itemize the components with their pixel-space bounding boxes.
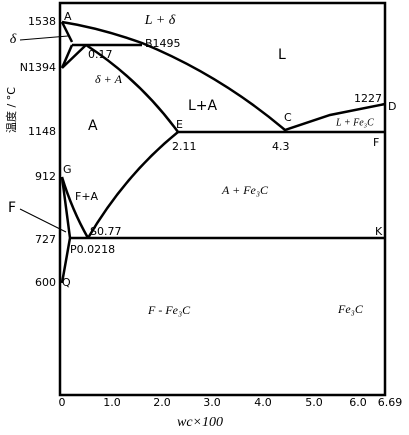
labels: A L + δ δ B1495 0.17 δ + A L L+A A E C 1… [8,10,397,317]
region-label: δ + A [95,72,123,86]
region-label: F [8,200,16,216]
point-label: B1495 [145,37,181,50]
region-label: L + Fe₃C [335,117,374,128]
y-label: 温度 / °C [4,87,18,133]
x-tick: 1.0 [103,396,121,409]
pointer [19,35,69,233]
region-label: A [88,118,98,134]
x-tick: 3.0 [203,396,221,409]
y-ticks: 1538 N1394 1148 912 727 600 [20,15,56,289]
y-tick: N1394 [20,61,56,74]
x-ticks: 0 1.0 2.0 3.0 4.0 5.0 6.0 6.69 [59,396,403,409]
point-label: C [284,111,292,124]
point-label: S0.77 [90,225,121,238]
solidus-je [85,43,180,133]
point-label: A [64,10,72,23]
region-label: A + Fe₃C [221,183,269,197]
point-label: P0.0218 [70,243,115,256]
y-tick: 1148 [28,125,56,138]
point-label: 1227 [354,92,382,105]
region-label: δ [10,32,17,47]
es-line [86,131,179,239]
region-label: L+A [188,98,218,114]
region-label: L + δ [144,13,176,28]
point-label: D [388,100,396,113]
y-tick: 600 [35,276,56,289]
point-label: 0.17 [88,48,113,61]
x-tick: 6.69 [378,396,403,409]
y-tick: 1538 [28,15,56,28]
point-label: Q [62,276,71,289]
solidus-ah [60,21,74,43]
delta-gamma [60,44,87,69]
x-label: wc×100 [177,415,223,430]
point-label: E [176,118,183,131]
x-tick: 2.0 [153,396,171,409]
liquidus [61,20,386,132]
point-label: K [375,225,383,238]
point-label: 4.3 [272,140,290,153]
region-label: F+A [75,190,99,203]
x-tick: 6.0 [349,396,367,409]
region-label: Fe₃C [337,302,364,316]
x-tick: 0 [59,396,66,409]
region-label: L [278,47,286,63]
point-label: G [63,163,72,176]
region-label: F - Fe₃C [147,303,191,317]
x-tick: 4.0 [254,396,272,409]
point-label: 2.11 [172,140,197,153]
frame [58,1,387,397]
y-tick: 912 [35,170,56,183]
x-tick: 5.0 [305,396,323,409]
y-tick: 727 [35,233,56,246]
point-label: F [373,136,379,149]
